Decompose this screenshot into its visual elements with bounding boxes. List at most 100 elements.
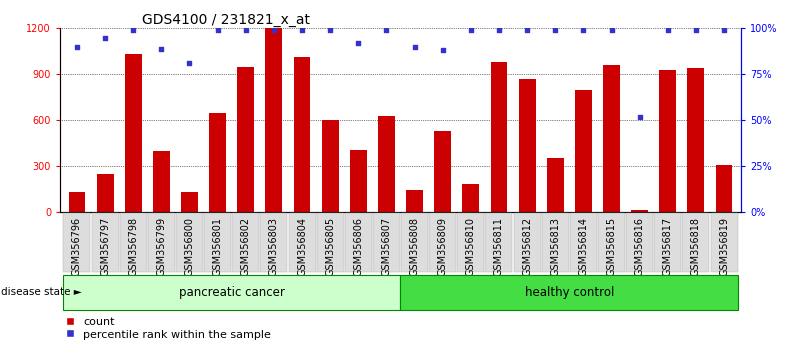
Bar (598, 213, 625, 272)
Bar (232, 213, 260, 272)
Text: healthy control: healthy control (525, 286, 614, 298)
Point (268, 27, 280, 33)
Point (99, 35, 111, 40)
Text: GSM356803: GSM356803 (269, 217, 279, 276)
Text: GSM356807: GSM356807 (381, 217, 392, 276)
Point (634, 114, 646, 120)
Point (409, 44, 421, 50)
Bar (710, 213, 738, 272)
Text: GSM356819: GSM356819 (719, 217, 729, 276)
Bar (406, 190, 423, 212)
Text: GSM356809: GSM356809 (437, 217, 448, 276)
Bar (631, 210, 648, 212)
Bar (519, 79, 536, 212)
Bar (260, 213, 288, 272)
Bar (322, 120, 339, 212)
Legend: count, percentile rank within the sample: count, percentile rank within the sample (66, 317, 272, 339)
Bar (659, 70, 676, 212)
Point (352, 40, 364, 46)
Text: GSM356802: GSM356802 (241, 217, 251, 276)
Text: GSM356816: GSM356816 (634, 217, 645, 276)
Text: pancreatic cancer: pancreatic cancer (179, 286, 284, 298)
Bar (682, 213, 710, 272)
Bar (687, 68, 704, 212)
Point (465, 27, 477, 33)
Bar (434, 131, 451, 212)
Point (605, 27, 618, 33)
Bar (715, 165, 732, 212)
Bar (457, 213, 485, 272)
Bar (541, 213, 569, 272)
Text: GSM356799: GSM356799 (156, 217, 167, 276)
Point (211, 27, 224, 33)
Text: GSM356804: GSM356804 (297, 217, 307, 276)
Text: GSM356818: GSM356818 (691, 217, 701, 276)
Bar (265, 28, 282, 212)
Bar (485, 213, 513, 272)
Text: GSM356817: GSM356817 (662, 217, 673, 276)
Point (690, 27, 702, 33)
Bar (603, 65, 620, 212)
Point (70, 44, 83, 50)
Bar (176, 213, 203, 272)
Bar (204, 213, 231, 272)
Bar (91, 213, 119, 272)
Point (296, 27, 308, 33)
Point (493, 27, 505, 33)
Bar (316, 213, 344, 272)
Bar (153, 151, 170, 212)
Text: GSM356800: GSM356800 (184, 217, 195, 276)
Bar (373, 213, 400, 272)
Bar (490, 62, 507, 212)
Text: GSM356814: GSM356814 (578, 217, 589, 276)
Bar (462, 184, 479, 212)
Bar (237, 67, 254, 212)
Bar (119, 213, 147, 272)
Bar (626, 213, 653, 272)
Bar (69, 193, 86, 212)
Bar (401, 213, 428, 272)
Point (380, 27, 392, 33)
Bar (344, 213, 372, 272)
Point (718, 27, 731, 33)
Bar (400, 275, 738, 309)
Bar (350, 149, 367, 212)
Bar (97, 174, 114, 212)
Bar (63, 275, 400, 309)
Text: GSM356813: GSM356813 (550, 217, 560, 276)
Bar (575, 90, 592, 212)
Point (521, 27, 533, 33)
Point (662, 27, 674, 33)
Point (324, 27, 336, 33)
Bar (148, 213, 175, 272)
Text: GSM356810: GSM356810 (466, 217, 476, 276)
Text: GSM356808: GSM356808 (409, 217, 420, 276)
Point (437, 47, 449, 53)
Bar (429, 213, 457, 272)
Text: GSM356812: GSM356812 (522, 217, 532, 276)
Bar (654, 213, 682, 272)
Point (239, 27, 252, 33)
Text: GSM356815: GSM356815 (606, 217, 617, 276)
Point (155, 46, 167, 51)
Point (127, 27, 139, 33)
Text: disease state ►: disease state ► (1, 287, 82, 297)
Text: GSM356798: GSM356798 (128, 217, 139, 276)
Bar (378, 116, 395, 212)
Text: GSM356797: GSM356797 (100, 217, 110, 276)
Text: GSM356811: GSM356811 (494, 217, 504, 276)
Text: GDS4100 / 231821_x_at: GDS4100 / 231821_x_at (142, 13, 310, 27)
Point (549, 27, 562, 33)
Point (183, 61, 196, 66)
Bar (288, 213, 316, 272)
Text: GSM356801: GSM356801 (212, 217, 223, 276)
Bar (209, 113, 226, 212)
Bar (125, 55, 142, 212)
Text: GSM356806: GSM356806 (353, 217, 364, 276)
Bar (547, 158, 564, 212)
Text: GSM356805: GSM356805 (325, 217, 335, 276)
Text: GSM356796: GSM356796 (72, 217, 82, 276)
Bar (63, 213, 91, 272)
Bar (513, 213, 541, 272)
Bar (181, 193, 198, 212)
